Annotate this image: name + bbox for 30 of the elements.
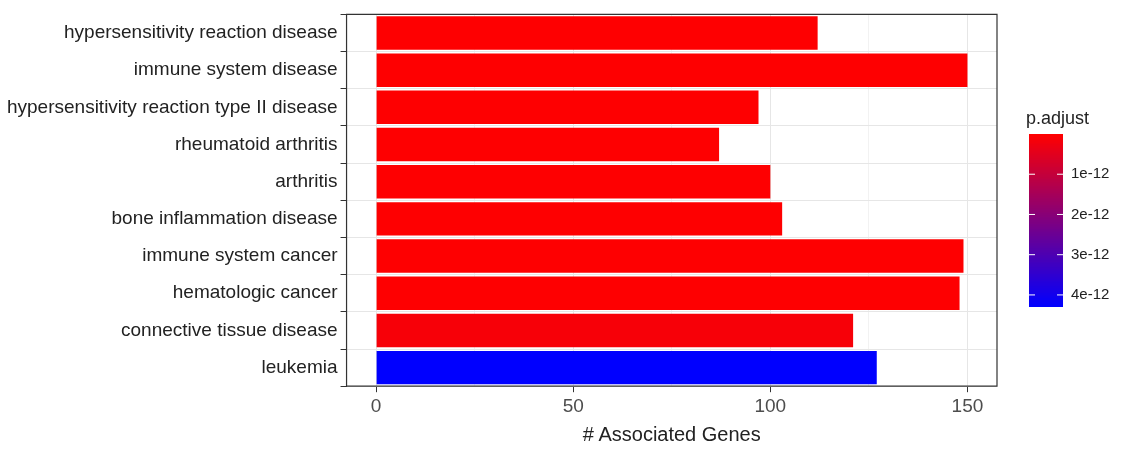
x-tick-label: 150 xyxy=(951,394,984,416)
x-axis-title: # Associated Genes xyxy=(582,422,761,445)
y-tick-label: rheumatoid arthritis xyxy=(174,132,338,154)
bar xyxy=(376,53,968,87)
x-tick-label: 50 xyxy=(562,394,584,416)
bar xyxy=(376,276,960,310)
y-tick-label: hypersensitivity reaction type II disease xyxy=(6,95,338,117)
bar xyxy=(376,90,759,125)
y-tick-label: immune system cancer xyxy=(142,244,339,266)
y-tick-label: arthritis xyxy=(275,169,338,191)
x-tick-label: 0 xyxy=(370,394,382,416)
y-tick-label: leukemia xyxy=(261,355,338,377)
bar xyxy=(376,16,818,50)
bar xyxy=(376,313,854,348)
color-bar-title: p.adjust xyxy=(1026,108,1090,128)
color-bar-label: 2e-12 xyxy=(1071,204,1110,222)
color-bar-label: 1e-12 xyxy=(1071,164,1110,182)
bar xyxy=(376,239,964,273)
x-tick-label: 100 xyxy=(754,394,787,416)
y-tick-label: hematologic cancer xyxy=(172,281,339,303)
y-tick-label: bone inflammation disease xyxy=(111,207,338,229)
color-bar-label: 4e-12 xyxy=(1071,285,1110,303)
bar xyxy=(376,350,877,385)
y-tick-label: connective tissue disease xyxy=(121,318,338,340)
bar xyxy=(376,202,783,236)
bar xyxy=(376,127,720,162)
bar xyxy=(376,164,771,199)
y-tick-label: hypersensitivity reaction disease xyxy=(64,21,338,43)
color-bar-label: 3e-12 xyxy=(1071,244,1110,262)
y-tick-label: immune system disease xyxy=(133,58,338,80)
